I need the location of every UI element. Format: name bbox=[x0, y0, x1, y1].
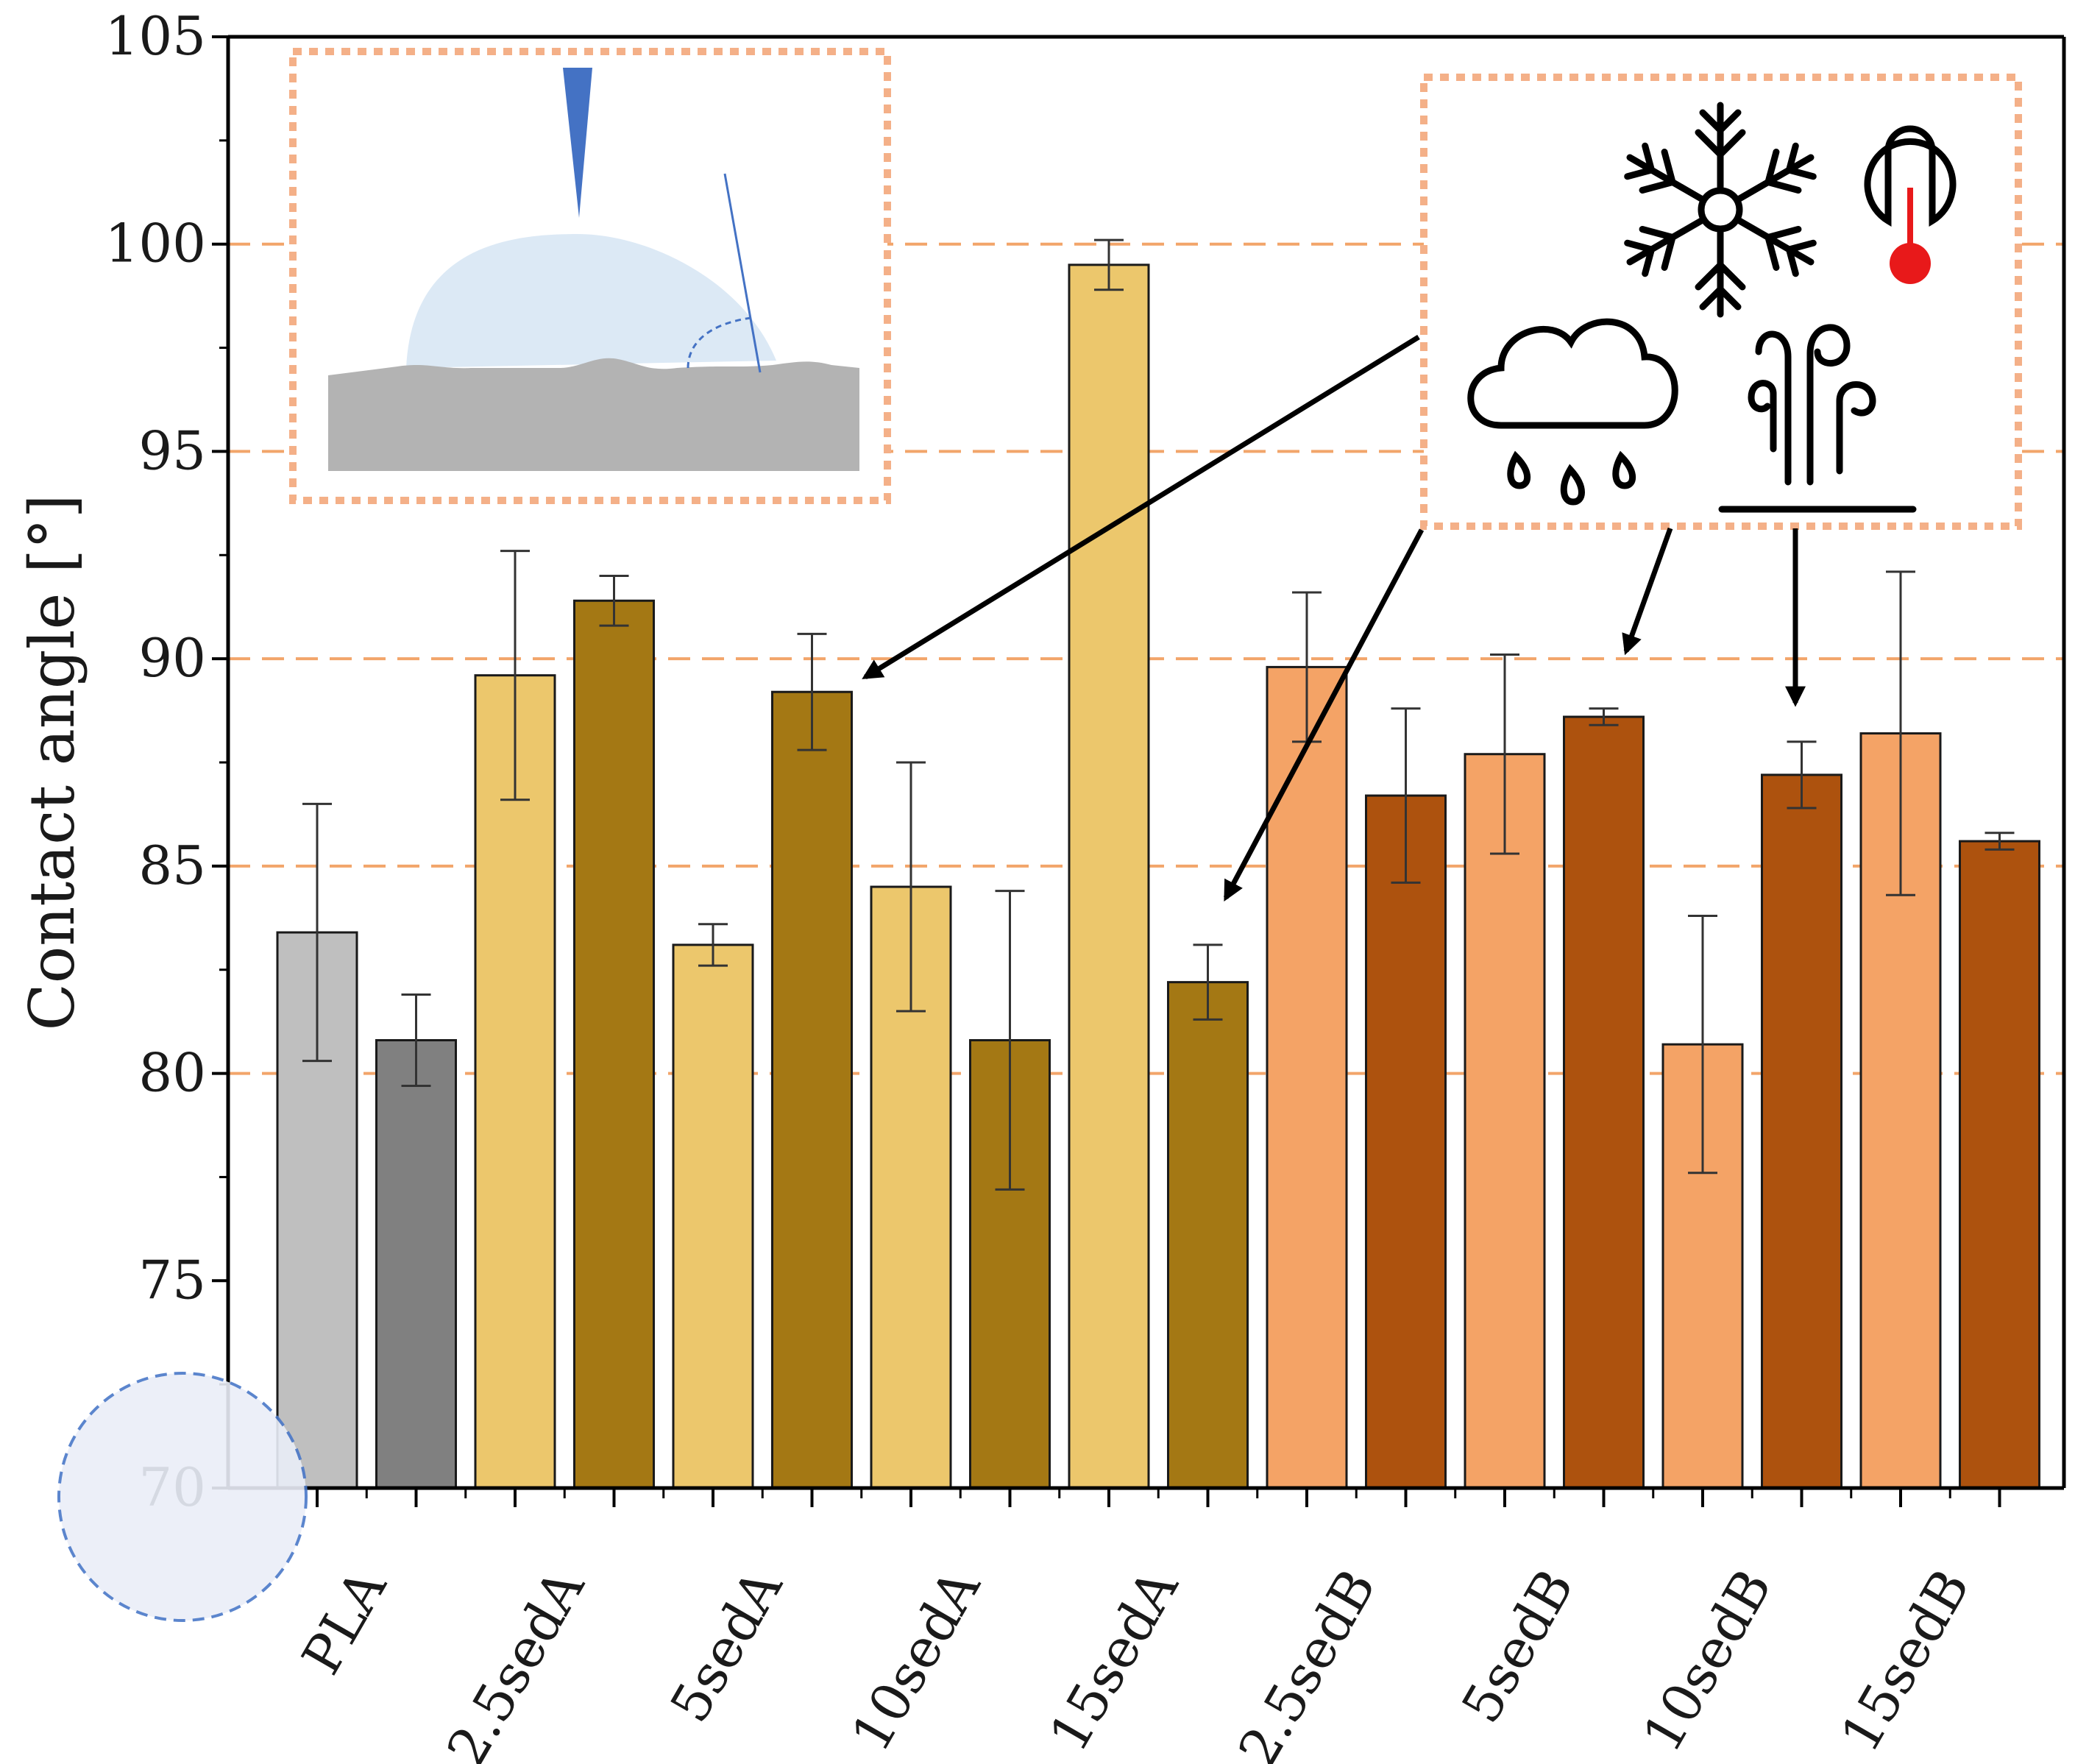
needle-icon bbox=[563, 68, 592, 218]
tangent-line-icon bbox=[723, 173, 762, 373]
y-tick-label: 105 bbox=[105, 5, 206, 67]
x-tick-label: 5sedB bbox=[1450, 1559, 1586, 1733]
y-axis-ticks: 707580859095100105 bbox=[105, 5, 228, 1518]
x-axis-ticks: PLA 2.5sedA 5sedA 10sedA 15sedA 2.5sedB 5sedB 1… bbox=[290, 1488, 2001, 1764]
weathering-inset bbox=[1420, 74, 2022, 530]
arrow-to-5sedB bbox=[1622, 527, 1673, 656]
substrate-icon bbox=[328, 358, 859, 471]
y-tick-label: 85 bbox=[138, 835, 206, 896]
y-tick-label: 80 bbox=[138, 1042, 206, 1104]
bar bbox=[1365, 794, 1447, 1490]
bar bbox=[1563, 715, 1645, 1490]
bar bbox=[1464, 753, 1546, 1490]
angle-arc-icon bbox=[687, 316, 751, 369]
bar bbox=[375, 1038, 457, 1490]
bar bbox=[1167, 981, 1249, 1490]
y-tick-label: 100 bbox=[105, 213, 206, 274]
arrow-to-5sedA bbox=[862, 335, 1420, 679]
x-tick-label: 10sedA bbox=[840, 1559, 993, 1762]
x-tick-label: 15sedB bbox=[1829, 1559, 1982, 1763]
error-bars bbox=[302, 238, 2015, 1191]
y-tick-label: 95 bbox=[138, 419, 206, 481]
x-tick-label: 10sedB bbox=[1631, 1559, 1784, 1763]
arrow-to-15sedA bbox=[1223, 528, 1425, 902]
x-tick-label: 2.5sedA bbox=[435, 1559, 596, 1764]
bar bbox=[1959, 840, 2040, 1490]
snowflake-icon bbox=[1619, 102, 1822, 314]
bar bbox=[771, 690, 853, 1490]
bar-series bbox=[276, 263, 2040, 1490]
y-tick-label: 90 bbox=[138, 627, 206, 689]
x-tick-label: PLA bbox=[290, 1559, 398, 1685]
y-axis-title: Contact angle [°] bbox=[16, 494, 88, 1030]
contact-angle-inset bbox=[289, 48, 891, 504]
x-tick-label: 15sedA bbox=[1038, 1559, 1191, 1762]
inset-border bbox=[1420, 74, 2022, 530]
bar bbox=[573, 599, 655, 1490]
x-tick-label: 5sedA bbox=[658, 1559, 794, 1732]
bar bbox=[1761, 773, 1842, 1490]
bar bbox=[1068, 263, 1150, 1490]
highlight-circle bbox=[57, 1372, 308, 1622]
thermometer-icon bbox=[1864, 125, 1957, 284]
wind-icon bbox=[1718, 324, 1917, 513]
bar bbox=[1266, 665, 1348, 1490]
droplet-icon bbox=[406, 234, 776, 368]
x-tick-label: 2.5sedB bbox=[1227, 1559, 1388, 1764]
y-tick-label: 75 bbox=[138, 1249, 206, 1311]
rain-cloud-icon bbox=[1467, 318, 1678, 506]
bar bbox=[672, 943, 754, 1490]
annotation-arrows bbox=[862, 335, 1806, 902]
